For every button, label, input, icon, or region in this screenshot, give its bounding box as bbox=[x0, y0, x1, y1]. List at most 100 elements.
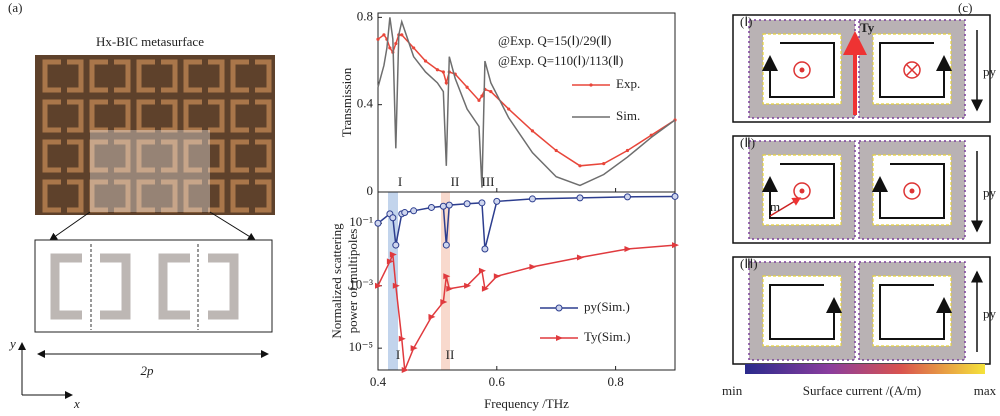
legend-marker bbox=[589, 83, 593, 87]
marker bbox=[446, 285, 454, 292]
colorbar bbox=[745, 364, 985, 374]
y-tick-label: 0.4 bbox=[357, 96, 374, 111]
marker bbox=[528, 195, 536, 203]
marker bbox=[444, 81, 448, 85]
dipole-label: py bbox=[983, 185, 997, 200]
band-label: I bbox=[398, 174, 402, 189]
legend-label: Ty(Sim.) bbox=[584, 329, 630, 344]
axis-x-label: x bbox=[73, 396, 80, 411]
band-label: II bbox=[446, 347, 455, 362]
axes-icon bbox=[21, 345, 70, 396]
series-line bbox=[377, 33, 676, 167]
marker bbox=[439, 202, 447, 210]
ring bbox=[183, 139, 225, 173]
marker bbox=[440, 299, 448, 306]
annotation: @Exp. Q=15(Ⅰ)/29(Ⅱ) bbox=[498, 33, 611, 48]
mode-label: (Ⅱ) bbox=[740, 135, 755, 150]
y-axis-label: Normalized scatteringpower of multipoles bbox=[329, 223, 360, 339]
current bbox=[748, 140, 856, 240]
ring bbox=[89, 59, 131, 93]
marker bbox=[477, 98, 481, 102]
marker bbox=[671, 192, 679, 200]
marker bbox=[435, 68, 439, 72]
y-tick-label: 10⁻⁵ bbox=[349, 339, 373, 354]
zoom-line bbox=[49, 211, 91, 241]
ring bbox=[749, 20, 855, 118]
marker bbox=[400, 33, 404, 37]
legend-label: py(Sim.) bbox=[584, 299, 630, 314]
marker bbox=[576, 194, 584, 202]
marker bbox=[423, 59, 428, 63]
marker bbox=[507, 107, 511, 111]
legend-marker bbox=[555, 304, 563, 312]
ring bbox=[859, 20, 965, 118]
marker bbox=[481, 245, 489, 253]
legend-label: Exp. bbox=[616, 76, 640, 91]
current bbox=[748, 261, 856, 361]
marker bbox=[445, 201, 453, 209]
ring bbox=[183, 59, 225, 93]
colorbar-min: min bbox=[722, 383, 743, 398]
current bbox=[858, 261, 966, 361]
moment bbox=[909, 188, 915, 194]
marker bbox=[441, 70, 445, 74]
highlight-band bbox=[388, 192, 398, 370]
mode-label: (Ⅲ) bbox=[740, 256, 758, 271]
marker bbox=[389, 214, 397, 222]
marker bbox=[489, 89, 493, 94]
marker bbox=[427, 203, 435, 211]
moment bbox=[799, 67, 805, 73]
current-arrow bbox=[872, 163, 945, 219]
colorbar-max: max bbox=[974, 383, 997, 398]
band-label: II bbox=[451, 174, 460, 189]
x-tick-label: 0.6 bbox=[489, 374, 506, 389]
ring bbox=[42, 99, 84, 133]
x-tick-label: 0.4 bbox=[370, 374, 387, 389]
plot-frame bbox=[377, 191, 676, 371]
ring bbox=[230, 59, 272, 93]
marker bbox=[398, 335, 406, 342]
marker bbox=[465, 85, 469, 89]
panel-title: Hx-BIC metasurface bbox=[96, 34, 204, 49]
marker bbox=[625, 148, 630, 153]
ring bbox=[136, 179, 178, 213]
ring bbox=[230, 179, 272, 213]
ring bbox=[230, 99, 272, 133]
marker bbox=[382, 33, 386, 37]
marker bbox=[493, 197, 501, 205]
current-arrow bbox=[762, 163, 835, 219]
marker bbox=[493, 273, 501, 280]
marker bbox=[529, 263, 537, 270]
current bbox=[858, 19, 966, 119]
marker bbox=[623, 193, 631, 201]
magnetic-label: m bbox=[770, 199, 780, 214]
marker bbox=[428, 313, 436, 320]
zoom-line bbox=[209, 211, 256, 241]
marker bbox=[386, 258, 394, 265]
current-arrow bbox=[879, 284, 952, 340]
moment bbox=[793, 182, 811, 200]
y-tick-label: 10⁻³ bbox=[349, 277, 373, 292]
ring bbox=[749, 262, 855, 360]
toroidal-label: Ty bbox=[860, 20, 875, 35]
panel-label: (c) bbox=[958, 0, 972, 15]
panel-c: (Ⅰ) py Ty (Ⅱ) py m (Ⅲ) py bbox=[732, 14, 997, 365]
ring bbox=[859, 262, 965, 360]
ring bbox=[42, 179, 84, 213]
marker bbox=[376, 37, 380, 41]
moment bbox=[793, 61, 811, 79]
moment bbox=[905, 63, 919, 77]
colorbar-title: Surface current /(A/m) bbox=[803, 383, 921, 398]
marker bbox=[602, 162, 606, 166]
axis-y-label: y bbox=[8, 336, 16, 351]
marker bbox=[463, 200, 471, 208]
annotation: @Exp. Q=110(Ⅰ)/113(Ⅱ) bbox=[498, 53, 623, 68]
ring bbox=[859, 141, 965, 239]
mode-label: (Ⅰ) bbox=[740, 14, 753, 29]
marker bbox=[464, 282, 472, 289]
dipole-label: py bbox=[983, 306, 997, 321]
x-axis-label: Frequency /THz bbox=[484, 396, 569, 411]
marker bbox=[478, 267, 486, 274]
marker bbox=[554, 148, 558, 153]
